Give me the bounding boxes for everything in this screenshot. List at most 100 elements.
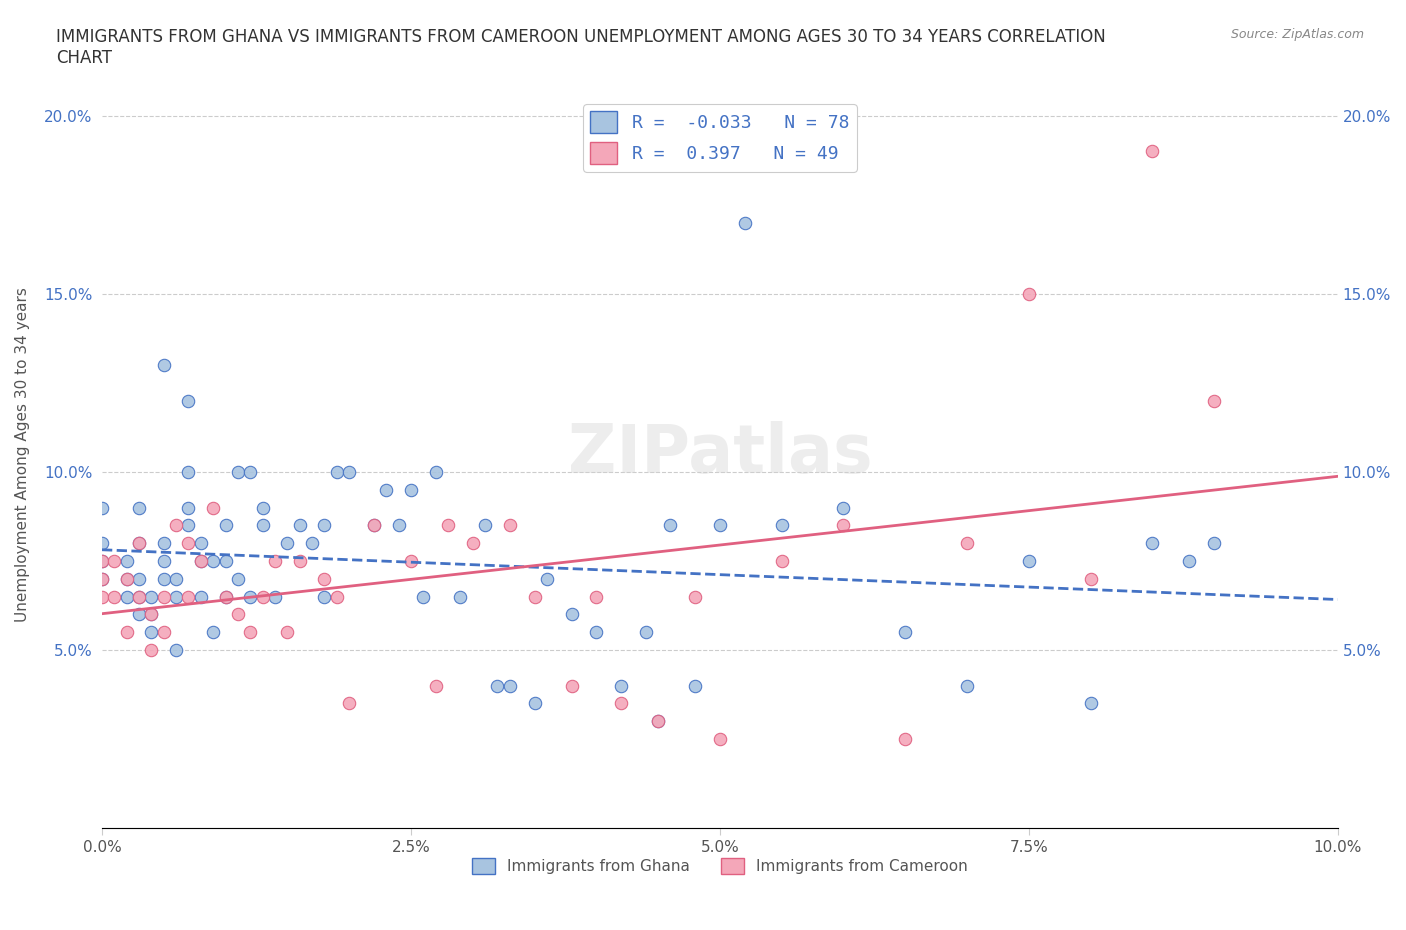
Point <box>499 518 522 533</box>
Text: IMMIGRANTS FROM GHANA VS IMMIGRANTS FROM CAMEROON UNEMPLOYMENT AMONG AGES 30 TO : IMMIGRANTS FROM GHANA VS IMMIGRANTS FROM… <box>56 28 1107 67</box>
Point <box>190 553 212 568</box>
Point <box>141 625 163 640</box>
Point <box>536 571 558 586</box>
Point <box>214 518 236 533</box>
Point <box>103 590 125 604</box>
Point <box>1080 571 1102 586</box>
Point <box>252 500 274 515</box>
Text: Source: ZipAtlas.com: Source: ZipAtlas.com <box>1230 28 1364 41</box>
Point <box>387 518 409 533</box>
Point <box>499 678 522 693</box>
Point <box>141 607 163 622</box>
Point <box>770 518 793 533</box>
Point <box>337 696 360 711</box>
Y-axis label: Unemployment Among Ages 30 to 34 years: Unemployment Among Ages 30 to 34 years <box>15 286 30 621</box>
Point <box>177 536 200 551</box>
Point <box>610 696 633 711</box>
Point <box>326 464 349 479</box>
Point <box>115 590 138 604</box>
Point <box>425 678 447 693</box>
Point <box>474 518 496 533</box>
Point <box>152 358 174 373</box>
Point <box>326 590 349 604</box>
Point <box>214 590 236 604</box>
Point <box>1204 536 1226 551</box>
Point <box>152 553 174 568</box>
Point <box>91 571 114 586</box>
Point <box>1204 393 1226 408</box>
Point <box>1142 144 1164 159</box>
Point <box>128 500 150 515</box>
Point <box>214 590 236 604</box>
Point <box>152 536 174 551</box>
Point <box>177 500 200 515</box>
Point <box>115 625 138 640</box>
Point <box>659 518 682 533</box>
Point <box>115 571 138 586</box>
Point <box>165 643 187 658</box>
Point <box>202 500 225 515</box>
Point <box>128 571 150 586</box>
Point <box>177 393 200 408</box>
Point <box>523 590 546 604</box>
Text: ZIPatlas: ZIPatlas <box>568 421 872 487</box>
Point <box>1178 553 1201 568</box>
Point <box>288 553 311 568</box>
Point <box>190 553 212 568</box>
Point <box>226 607 249 622</box>
Point <box>486 678 509 693</box>
Point <box>152 571 174 586</box>
Legend: Immigrants from Ghana, Immigrants from Cameroon: Immigrants from Ghana, Immigrants from C… <box>465 852 974 881</box>
Point <box>152 590 174 604</box>
Point <box>91 500 114 515</box>
Point <box>91 571 114 586</box>
Point <box>264 553 287 568</box>
Point <box>190 536 212 551</box>
Point <box>141 590 163 604</box>
Point <box>1142 536 1164 551</box>
Point <box>363 518 385 533</box>
Point <box>177 518 200 533</box>
Point <box>252 590 274 604</box>
Point <box>226 571 249 586</box>
Point <box>634 625 657 640</box>
Point <box>239 625 262 640</box>
Point <box>288 518 311 533</box>
Point <box>375 483 398 498</box>
Point <box>956 678 979 693</box>
Point <box>202 625 225 640</box>
Point <box>226 464 249 479</box>
Point <box>709 518 731 533</box>
Point <box>1018 553 1040 568</box>
Point <box>152 625 174 640</box>
Point <box>91 553 114 568</box>
Point <box>165 590 187 604</box>
Point <box>252 518 274 533</box>
Point <box>301 536 323 551</box>
Point <box>337 464 360 479</box>
Point <box>190 590 212 604</box>
Point <box>103 553 125 568</box>
Point <box>165 571 187 586</box>
Point <box>214 553 236 568</box>
Point <box>585 625 607 640</box>
Point <box>314 590 336 604</box>
Point <box>202 553 225 568</box>
Point <box>894 732 917 747</box>
Point <box>314 518 336 533</box>
Point <box>91 553 114 568</box>
Point <box>683 590 706 604</box>
Point <box>128 590 150 604</box>
Point <box>115 571 138 586</box>
Point <box>276 625 298 640</box>
Point <box>363 518 385 533</box>
Point <box>128 536 150 551</box>
Point <box>412 590 434 604</box>
Point <box>894 625 917 640</box>
Point <box>437 518 460 533</box>
Point <box>128 607 150 622</box>
Point <box>314 571 336 586</box>
Point <box>449 590 471 604</box>
Point <box>141 643 163 658</box>
Point <box>141 607 163 622</box>
